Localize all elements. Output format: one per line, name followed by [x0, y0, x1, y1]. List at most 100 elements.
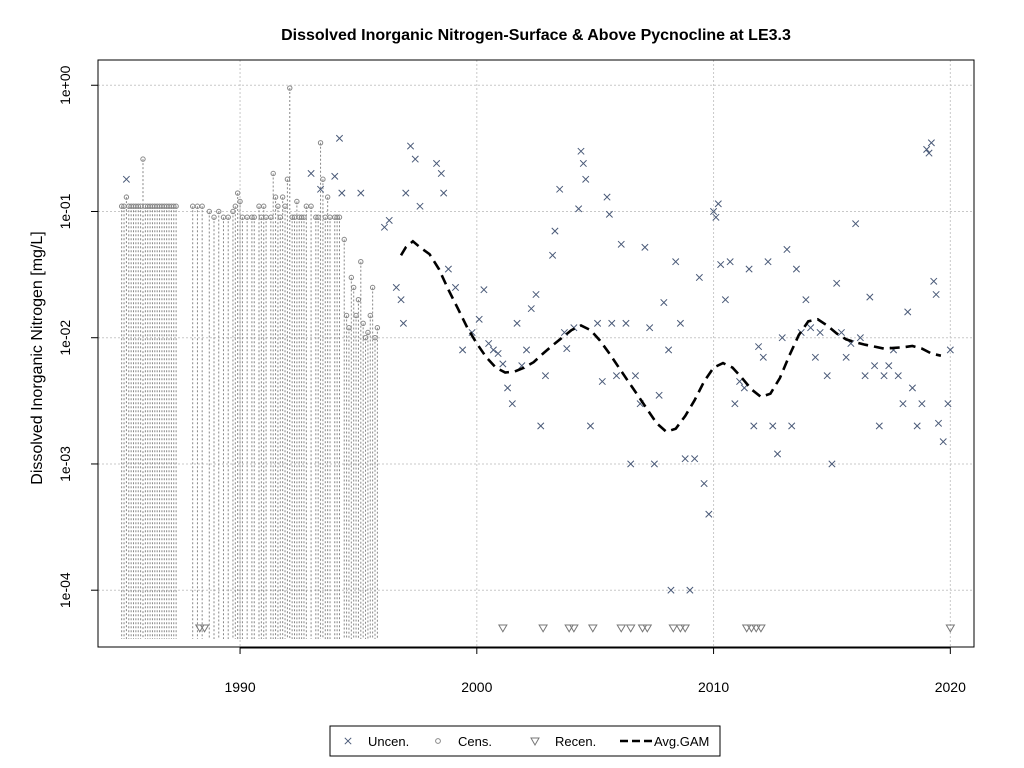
uncen-point-stroke: [852, 220, 860, 228]
uncen-point: [575, 205, 583, 213]
legend-uncen-marker: [344, 737, 352, 745]
cens-point: [355, 297, 362, 303]
uncen-point-stroke: [612, 372, 621, 380]
uncen-point: [792, 265, 800, 273]
uncen-point: [631, 372, 639, 380]
uncen-point-stroke: [537, 422, 545, 430]
legend-label: Cens.: [458, 734, 492, 749]
uncen-point: [731, 400, 739, 408]
uncen-point: [522, 346, 531, 354]
uncen-point-stroke: [856, 334, 864, 342]
cens-point: [346, 325, 352, 331]
uncen-point: [778, 334, 786, 342]
uncen-point-stroke: [792, 265, 800, 273]
uncen-point-stroke: [541, 372, 550, 380]
uncen-point-stroke: [710, 207, 718, 216]
uncen-point-stroke: [913, 422, 921, 430]
uncen-point: [880, 372, 888, 380]
uncen-point-stroke: [518, 362, 526, 370]
uncen-point-stroke: [508, 400, 516, 408]
uncen-point-stroke: [686, 586, 694, 594]
grid-lines: [98, 60, 974, 647]
legend-cens-marker: [435, 738, 441, 744]
recen-point: [668, 624, 679, 633]
uncen-point-stroke: [475, 315, 483, 323]
cens-point: [230, 208, 236, 215]
uncen-point: [480, 286, 488, 294]
uncen-point: [802, 296, 810, 304]
cens-point: [135, 203, 141, 209]
uncen-point: [622, 319, 630, 327]
uncen-point-stroke: [837, 328, 845, 337]
cens-point: [334, 214, 340, 220]
uncen-point-stroke: [660, 298, 668, 307]
uncen-point-stroke: [485, 339, 493, 348]
uncen-point: [556, 185, 564, 193]
cens-point: [365, 329, 371, 336]
uncen-point: [759, 353, 767, 361]
x-tick-label: 2000: [461, 679, 492, 695]
y-tick-label: 1e-02: [57, 320, 73, 356]
cens-point: [320, 176, 326, 182]
uncen-point-stroke: [880, 372, 888, 380]
uncen-point: [650, 460, 658, 468]
uncen-point-stroke: [714, 200, 722, 208]
y-axis-label: Dissolved Inorganic Nitrogen [mg/L]: [29, 231, 46, 484]
chart-title: Dissolved Inorganic Nitrogen-Surface & A…: [281, 27, 791, 44]
cens-point: [336, 214, 343, 220]
recen-point: [625, 624, 636, 633]
uncen-point: [385, 216, 393, 224]
uncen-point: [406, 142, 415, 150]
recen-point: [569, 624, 579, 633]
uncen-point: [726, 258, 734, 266]
uncen-point: [392, 283, 400, 292]
uncen-point: [866, 293, 874, 301]
uncen-point-stroke: [627, 460, 635, 468]
uncen-point: [527, 305, 535, 313]
uncen-point-stroke: [468, 328, 476, 337]
uncen-point: [508, 400, 516, 408]
uncen-point: [549, 251, 557, 259]
uncen-point-stroke: [338, 189, 346, 197]
cens-point: [140, 156, 146, 162]
uncen-point-stroke: [622, 319, 630, 327]
uncen-point-stroke: [681, 455, 689, 463]
uncen-point-stroke: [667, 586, 675, 594]
uncen-point-stroke: [930, 277, 938, 285]
uncen-point: [660, 298, 668, 307]
uncen-point: [676, 319, 684, 327]
uncen-point: [754, 343, 763, 351]
uncen-point: [856, 334, 864, 342]
cens-point: [206, 208, 212, 215]
uncen-point-stroke: [923, 145, 931, 154]
uncen-point-stroke: [754, 343, 763, 351]
uncen-point: [582, 175, 590, 183]
uncen-point-stroke: [532, 290, 540, 299]
uncen-point-stroke: [598, 377, 606, 386]
x-tick-label: 2020: [935, 679, 966, 695]
x-tick-label: 2010: [698, 679, 729, 695]
uncen-point: [852, 220, 860, 228]
uncen-point-stroke: [459, 346, 467, 354]
y-tick-label: 1e-01: [57, 193, 73, 229]
uncen-point: [594, 319, 602, 327]
uncen-point: [416, 202, 424, 210]
cens-point: [294, 198, 300, 205]
uncen-point-stroke: [489, 346, 497, 354]
uncen-point-stroke: [513, 319, 521, 327]
cens-point: [234, 190, 241, 196]
uncen-point: [655, 391, 663, 399]
uncen-point: [485, 339, 493, 348]
cens-point: [308, 203, 314, 209]
uncen-point-stroke: [934, 419, 943, 427]
cens-point: [225, 214, 231, 220]
recen-point: [616, 624, 627, 633]
uncen-point: [608, 319, 616, 327]
uncen-point-stroke: [527, 305, 535, 313]
uncen-point-stroke: [650, 460, 658, 468]
uncen-point-stroke: [608, 319, 616, 327]
uncen-point: [816, 328, 824, 337]
uncen-point: [918, 400, 926, 408]
cens-point: [272, 194, 279, 200]
